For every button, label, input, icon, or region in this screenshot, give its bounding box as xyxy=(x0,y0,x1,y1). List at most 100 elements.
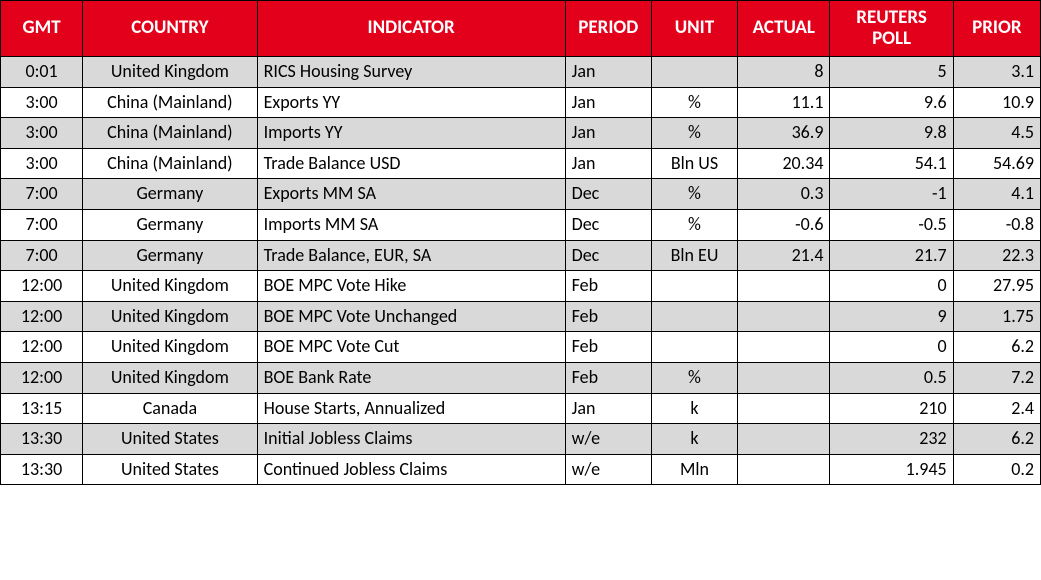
cell-country: United Kingdom xyxy=(83,362,258,393)
cell-unit: % xyxy=(651,209,737,240)
cell-indicator: Exports MM SA xyxy=(257,179,565,210)
cell-actual xyxy=(738,332,830,363)
cell-poll: 21.7 xyxy=(830,240,953,271)
cell-unit xyxy=(651,271,737,302)
cell-gmt: 13:15 xyxy=(1,393,83,424)
cell-unit xyxy=(651,57,737,88)
cell-indicator: RICS Housing Survey xyxy=(257,57,565,88)
cell-period: Jan xyxy=(565,87,651,118)
cell-prior: 1.75 xyxy=(953,301,1040,332)
cell-period: Dec xyxy=(565,179,651,210)
table-row: 12:00United KingdomBOE MPC Vote HikeFeb0… xyxy=(1,271,1041,302)
table-row: 3:00China (Mainland)Exports YYJan%11.19.… xyxy=(1,87,1041,118)
cell-actual xyxy=(738,424,830,455)
cell-gmt: 7:00 xyxy=(1,209,83,240)
cell-indicator: BOE MPC Vote Hike xyxy=(257,271,565,302)
cell-gmt: 3:00 xyxy=(1,87,83,118)
cell-country: China (Mainland) xyxy=(83,118,258,149)
cell-indicator: BOE Bank Rate xyxy=(257,362,565,393)
cell-country: United Kingdom xyxy=(83,332,258,363)
cell-unit: % xyxy=(651,87,737,118)
cell-gmt: 12:00 xyxy=(1,362,83,393)
cell-prior: 54.69 xyxy=(953,148,1040,179)
cell-gmt: 13:30 xyxy=(1,424,83,455)
cell-prior: -0.8 xyxy=(953,209,1040,240)
table-row: 7:00GermanyTrade Balance, EUR, SADecBln … xyxy=(1,240,1041,271)
table-row: 0:01United KingdomRICS Housing SurveyJan… xyxy=(1,57,1041,88)
cell-unit: k xyxy=(651,424,737,455)
cell-unit xyxy=(651,301,737,332)
table-body: 0:01United KingdomRICS Housing SurveyJan… xyxy=(1,57,1041,485)
cell-actual xyxy=(738,301,830,332)
cell-poll: 9.6 xyxy=(830,87,953,118)
cell-country: United Kingdom xyxy=(83,57,258,88)
cell-unit: % xyxy=(651,362,737,393)
cell-country: Germany xyxy=(83,209,258,240)
col-header-country: COUNTRY xyxy=(83,1,258,57)
cell-unit xyxy=(651,332,737,363)
cell-unit: % xyxy=(651,118,737,149)
cell-prior: 10.9 xyxy=(953,87,1040,118)
cell-actual: 11.1 xyxy=(738,87,830,118)
cell-poll: 54.1 xyxy=(830,148,953,179)
cell-country: Germany xyxy=(83,179,258,210)
cell-country: United Kingdom xyxy=(83,301,258,332)
cell-unit: Bln EU xyxy=(651,240,737,271)
table-row: 13:30United StatesContinued Jobless Clai… xyxy=(1,454,1041,485)
cell-indicator: Imports YY xyxy=(257,118,565,149)
cell-indicator: BOE MPC Vote Cut xyxy=(257,332,565,363)
cell-prior: 0.2 xyxy=(953,454,1040,485)
cell-period: w/e xyxy=(565,424,651,455)
cell-poll: 9 xyxy=(830,301,953,332)
cell-period: Dec xyxy=(565,240,651,271)
cell-gmt: 0:01 xyxy=(1,57,83,88)
cell-poll: 210 xyxy=(830,393,953,424)
col-header-indicator: INDICATOR xyxy=(257,1,565,57)
col-header-actual: ACTUAL xyxy=(738,1,830,57)
cell-gmt: 12:00 xyxy=(1,301,83,332)
cell-actual: 8 xyxy=(738,57,830,88)
cell-actual: 0.3 xyxy=(738,179,830,210)
cell-country: United States xyxy=(83,424,258,455)
cell-period: Jan xyxy=(565,118,651,149)
cell-actual: 36.9 xyxy=(738,118,830,149)
cell-indicator: Exports YY xyxy=(257,87,565,118)
cell-indicator: Continued Jobless Claims xyxy=(257,454,565,485)
table-row: 3:00China (Mainland)Trade Balance USDJan… xyxy=(1,148,1041,179)
cell-poll: 9.8 xyxy=(830,118,953,149)
cell-actual xyxy=(738,271,830,302)
cell-indicator: Trade Balance, EUR, SA xyxy=(257,240,565,271)
cell-poll: -0.5 xyxy=(830,209,953,240)
cell-period: Feb xyxy=(565,271,651,302)
cell-country: China (Mainland) xyxy=(83,148,258,179)
cell-indicator: House Starts, Annualized xyxy=(257,393,565,424)
cell-gmt: 7:00 xyxy=(1,179,83,210)
cell-country: China (Mainland) xyxy=(83,87,258,118)
cell-actual: 21.4 xyxy=(738,240,830,271)
cell-indicator: Initial Jobless Claims xyxy=(257,424,565,455)
table-row: 12:00United KingdomBOE MPC Vote Unchange… xyxy=(1,301,1041,332)
cell-poll: 5 xyxy=(830,57,953,88)
cell-gmt: 7:00 xyxy=(1,240,83,271)
cell-period: Feb xyxy=(565,332,651,363)
cell-actual: -0.6 xyxy=(738,209,830,240)
table-row: 12:00United KingdomBOE MPC Vote CutFeb06… xyxy=(1,332,1041,363)
cell-poll: 0 xyxy=(830,271,953,302)
cell-unit: % xyxy=(651,179,737,210)
cell-period: w/e xyxy=(565,454,651,485)
cell-period: Dec xyxy=(565,209,651,240)
cell-prior: 6.2 xyxy=(953,424,1040,455)
cell-actual xyxy=(738,393,830,424)
cell-poll: 1.945 xyxy=(830,454,953,485)
cell-indicator: Imports MM SA xyxy=(257,209,565,240)
cell-country: Canada xyxy=(83,393,258,424)
cell-prior: 4.1 xyxy=(953,179,1040,210)
col-header-poll: REUTERS POLL xyxy=(830,1,953,57)
table-header: GMT COUNTRY INDICATOR PERIOD UNIT ACTUAL… xyxy=(1,1,1041,57)
cell-country: United Kingdom xyxy=(83,271,258,302)
cell-prior: 7.2 xyxy=(953,362,1040,393)
cell-period: Jan xyxy=(565,393,651,424)
cell-poll: 0 xyxy=(830,332,953,363)
cell-gmt: 3:00 xyxy=(1,148,83,179)
table-row: 13:30United StatesInitial Jobless Claims… xyxy=(1,424,1041,455)
